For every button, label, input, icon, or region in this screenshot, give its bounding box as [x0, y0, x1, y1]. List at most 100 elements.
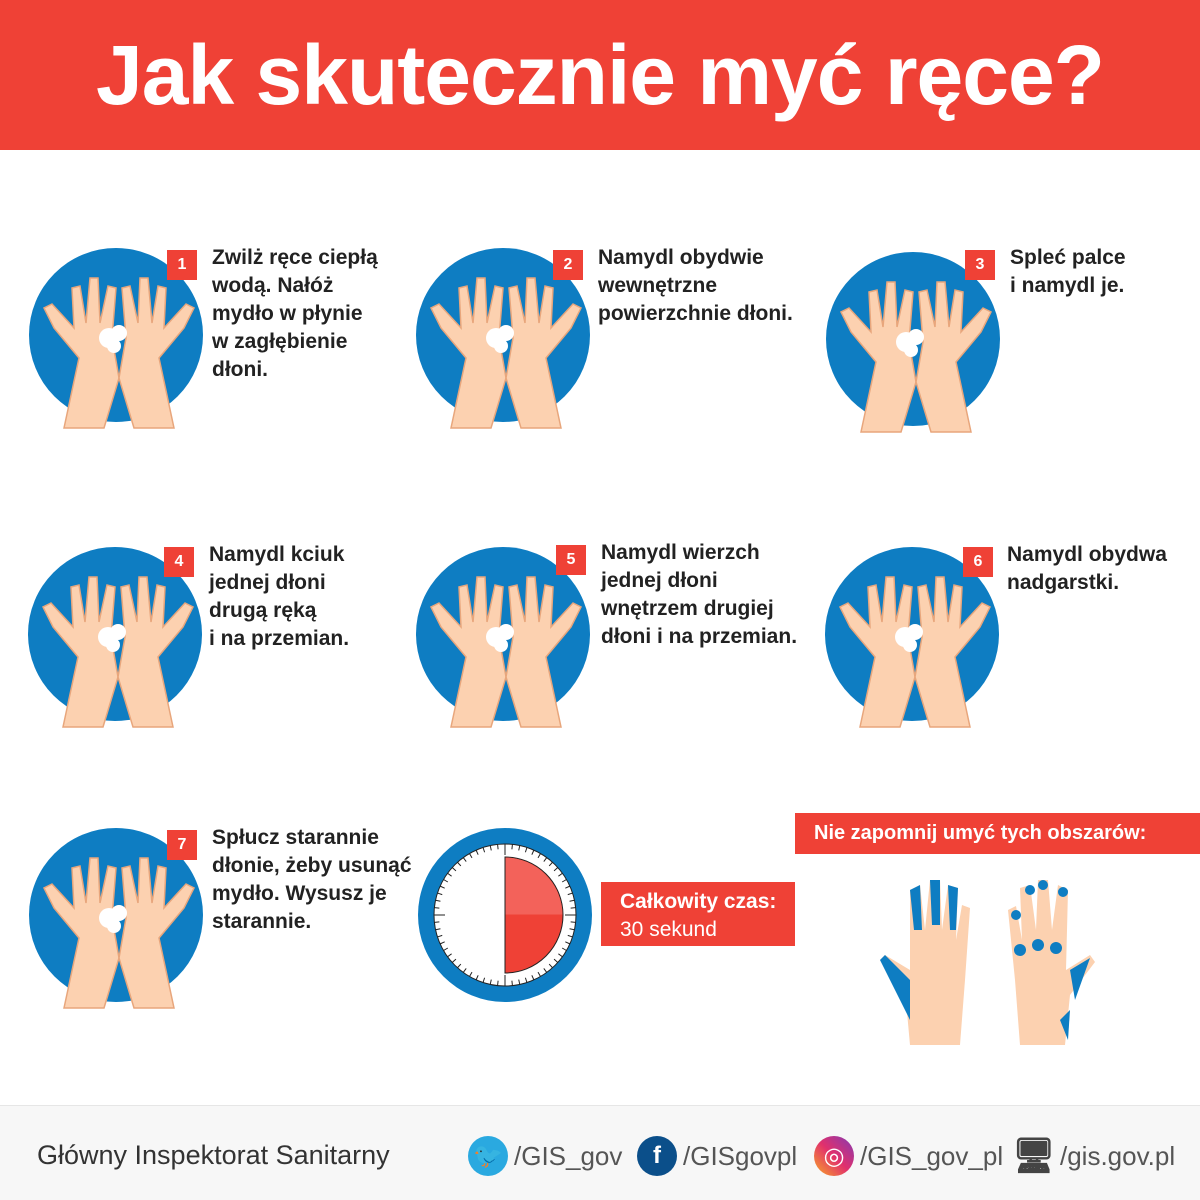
step-number-badge: 5 [556, 545, 586, 575]
total-time-box: Całkowity czas: 30 sekund [601, 882, 795, 946]
timer-icon [418, 828, 592, 1002]
timer-tick [489, 979, 492, 985]
step-5: 5 Namydl wierzch jednej dłoni wnętrzem d… [416, 541, 806, 747]
step-1: 1 Zwilż ręce ciepłą wodą. Nałóż mydło w … [29, 246, 419, 448]
step-text: Namydl wierzch jednej dłoni wnętrzem dru… [601, 541, 798, 648]
organization-name: Główny Inspektorat Sanitarny [37, 1140, 390, 1170]
total-time-value: 30 sekund [620, 918, 717, 941]
twitter-link[interactable]: 🐦 /GIS_gov [468, 1136, 622, 1176]
timer-tick [558, 872, 563, 877]
timer-tick [482, 847, 486, 853]
hands-back-icon [411, 537, 601, 737]
timer-tick [451, 867, 457, 872]
timer-tick [447, 872, 452, 877]
timer-tick [497, 980, 499, 986]
twitter-icon: 🐦 [468, 1136, 508, 1176]
step-6: 6 Namydl obydwa nadgarstki. [825, 543, 1200, 747]
timer-tick [569, 899, 575, 902]
timer-tick [553, 958, 559, 963]
step-number-badge: 4 [164, 547, 194, 577]
timer-tick [565, 885, 571, 889]
timer-tick [447, 953, 452, 958]
timer-tick [553, 867, 559, 872]
step-number-badge: 6 [963, 547, 993, 577]
timer-tick [451, 958, 457, 963]
timer-tick [437, 934, 443, 938]
timer-tick [435, 899, 441, 902]
hands-rinse-icon [24, 818, 214, 1018]
timer-tick [511, 844, 513, 850]
timer-tick [434, 907, 440, 909]
step-4: 4 Namydl kciuk jednej dłoni drugą ręką i… [28, 543, 418, 747]
hands-wrist-icon [820, 537, 1010, 737]
timer-tick [462, 968, 467, 973]
step-text: Zwilż ręce ciepłą wodą. Nałóż mydło w pł… [212, 246, 378, 381]
timer-tick [469, 971, 473, 977]
website-link[interactable]: 🖥 /gis.gov.pl [1012, 1136, 1176, 1176]
timer-tick [531, 975, 535, 981]
hands-wet-icon [24, 238, 214, 438]
timer-tick [518, 979, 521, 985]
timer-tick [437, 892, 443, 896]
timer-tick [531, 849, 535, 855]
timer-tick [457, 861, 462, 867]
step-text: Namydl obydwa nadgarstki. [1007, 543, 1167, 594]
timer-tick [435, 928, 441, 931]
timer-tick [570, 907, 576, 909]
timer-tick [475, 849, 479, 855]
timer-tick [462, 857, 467, 862]
timer-tick [439, 885, 445, 889]
timer-tick [567, 934, 573, 938]
timer-tick [469, 853, 473, 859]
timer-tick [475, 975, 479, 981]
timer-tick [457, 963, 462, 969]
step-7: 7 Spłucz starannie dłonie, żeby usunąć m… [29, 826, 419, 1028]
timer-tick [443, 947, 449, 951]
step-text: Spleć palce i namydl je. [1010, 246, 1126, 297]
timer-tick [439, 941, 445, 945]
timer-tick [543, 968, 548, 973]
timer-tick [569, 928, 575, 931]
instagram-handle: /GIS_gov_pl [860, 1140, 1004, 1171]
step-text: Namydl obydwie wewnętrzne powierzchnie d… [598, 246, 793, 325]
timer-tick [565, 941, 571, 945]
instagram-link[interactable]: ◎ /GIS_gov_pl [814, 1136, 1003, 1176]
timer-tick [489, 845, 492, 851]
twitter-handle: /GIS_gov [514, 1140, 623, 1171]
timer-tick [524, 847, 528, 853]
timer-tick [537, 971, 541, 977]
timer-tick [434, 921, 440, 923]
timer-tick [511, 980, 513, 986]
timer-tick [567, 892, 573, 896]
total-time-label: Całkowity czas: [620, 890, 777, 913]
timer-tick [482, 977, 486, 983]
timer-tick [570, 921, 576, 923]
instagram-icon: ◎ [814, 1136, 854, 1176]
header-banner: Jak skutecznie myć ręce? [0, 0, 1200, 150]
step-number-badge: 3 [965, 250, 995, 280]
facebook-handle: /GISgovpl [683, 1140, 798, 1171]
timer-tick [518, 845, 521, 851]
hands-interlace-icon [821, 242, 1011, 442]
hands-palms-icon [411, 238, 601, 438]
timer-tick [561, 947, 567, 951]
monitor-icon: 🖥 [1012, 1137, 1056, 1175]
step-text: Spłucz starannie dłonie, żeby usunąć myd… [212, 826, 412, 933]
step-text: Namydl kciuk jednej dłoni drugą ręką i n… [209, 543, 350, 650]
footer: Główny Inspektorat Sanitarny 🐦 /GIS_gov … [0, 1105, 1200, 1200]
website-url: /gis.gov.pl [1060, 1140, 1176, 1171]
step-number-badge: 2 [553, 250, 583, 280]
timer-tick [558, 953, 563, 958]
timer-tick [543, 857, 548, 862]
timer-tick [497, 844, 499, 850]
facebook-link[interactable]: f /GISgovpl [637, 1136, 797, 1176]
step-3: 3 Spleć palce i namydl je. [826, 246, 1200, 452]
step-number-badge: 1 [167, 250, 197, 280]
timer-tick [548, 861, 553, 867]
missed-areas-hands-icon [880, 880, 1095, 1045]
hands-thumb-icon [23, 537, 213, 737]
timer-tick [561, 879, 567, 883]
step-number-badge: 7 [167, 830, 197, 860]
step-2: 2 Namydl obydwie wewnętrzne powierzchnie… [416, 246, 806, 448]
page-title: Jak skutecznie myć ręce? [96, 27, 1105, 122]
